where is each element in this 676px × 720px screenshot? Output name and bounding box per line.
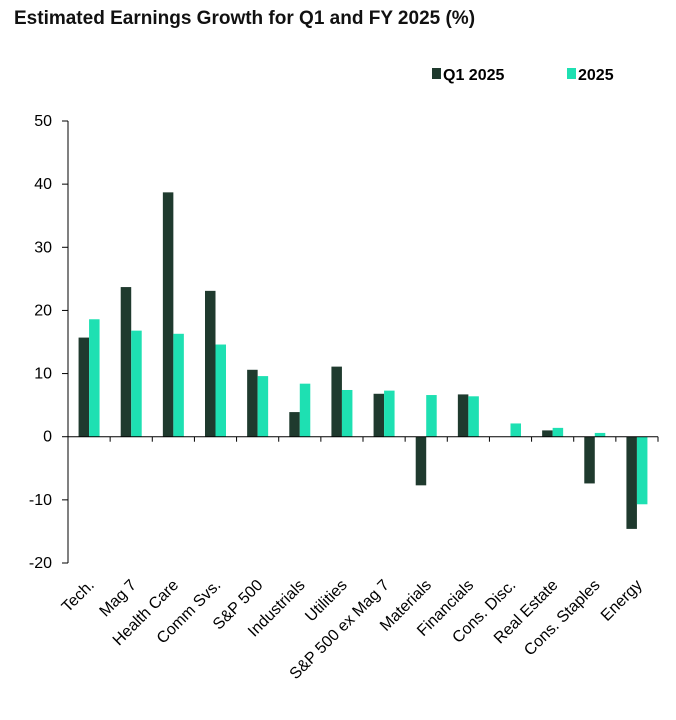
y-tick-label: -20 [29, 555, 52, 572]
chart-title: Estimated Earnings Growth for Q1 and FY … [14, 8, 476, 29]
bar-fy-2025 [552, 427, 564, 437]
bar-fy-2025 [341, 389, 353, 437]
bar-q1-2025 [78, 337, 90, 437]
legend-fy-2025-swatch [567, 68, 576, 79]
bar-fy-2025 [299, 383, 311, 437]
bar-q1-2025 [247, 369, 258, 437]
bar-fy-2025 [173, 333, 184, 437]
bar-q1-2025 [331, 366, 342, 437]
legend-fy-2025-label: 2025 [578, 67, 614, 84]
bar-fy-2025 [384, 390, 395, 437]
bar-fy-2025 [257, 376, 269, 437]
legend-q1-2025-label: Q1 2025 [443, 67, 504, 84]
bar-fy-2025 [594, 432, 606, 437]
bar-q1-2025 [542, 430, 553, 437]
bar-fy-2025 [510, 423, 521, 437]
y-tick-label: 30 [34, 239, 52, 256]
bar-q1-2025 [120, 287, 132, 437]
legend-q1-2025-swatch [432, 68, 441, 79]
y-tick-label: 10 [34, 366, 52, 383]
bar-q1-2025 [205, 290, 216, 437]
bar-q1-2025 [584, 436, 595, 484]
x-tick-label: Energy [598, 577, 646, 625]
bar-q1-2025 [457, 394, 469, 437]
x-tick-label: Tech. [59, 577, 98, 616]
bar-fy-2025 [426, 395, 437, 437]
y-tick-label: 50 [34, 113, 52, 130]
bar-q1-2025 [415, 436, 427, 486]
bar-fy-2025 [468, 396, 479, 437]
bar-q1-2025 [373, 393, 385, 437]
bar-q1-2025 [289, 412, 300, 437]
y-tick-label: 40 [34, 176, 52, 193]
bar-q1-2025 [626, 436, 637, 529]
bar-fy-2025 [636, 436, 648, 505]
x-tick-label: Cons. Staples [521, 577, 603, 659]
bar-fy-2025 [131, 330, 142, 437]
y-tick-label: 0 [43, 429, 52, 446]
y-tick-label: 20 [34, 302, 52, 319]
y-tick-label: -10 [29, 492, 52, 509]
bar-fy-2025 [89, 319, 100, 437]
bar-fy-2025 [215, 344, 226, 437]
bar-q1-2025 [162, 192, 174, 437]
